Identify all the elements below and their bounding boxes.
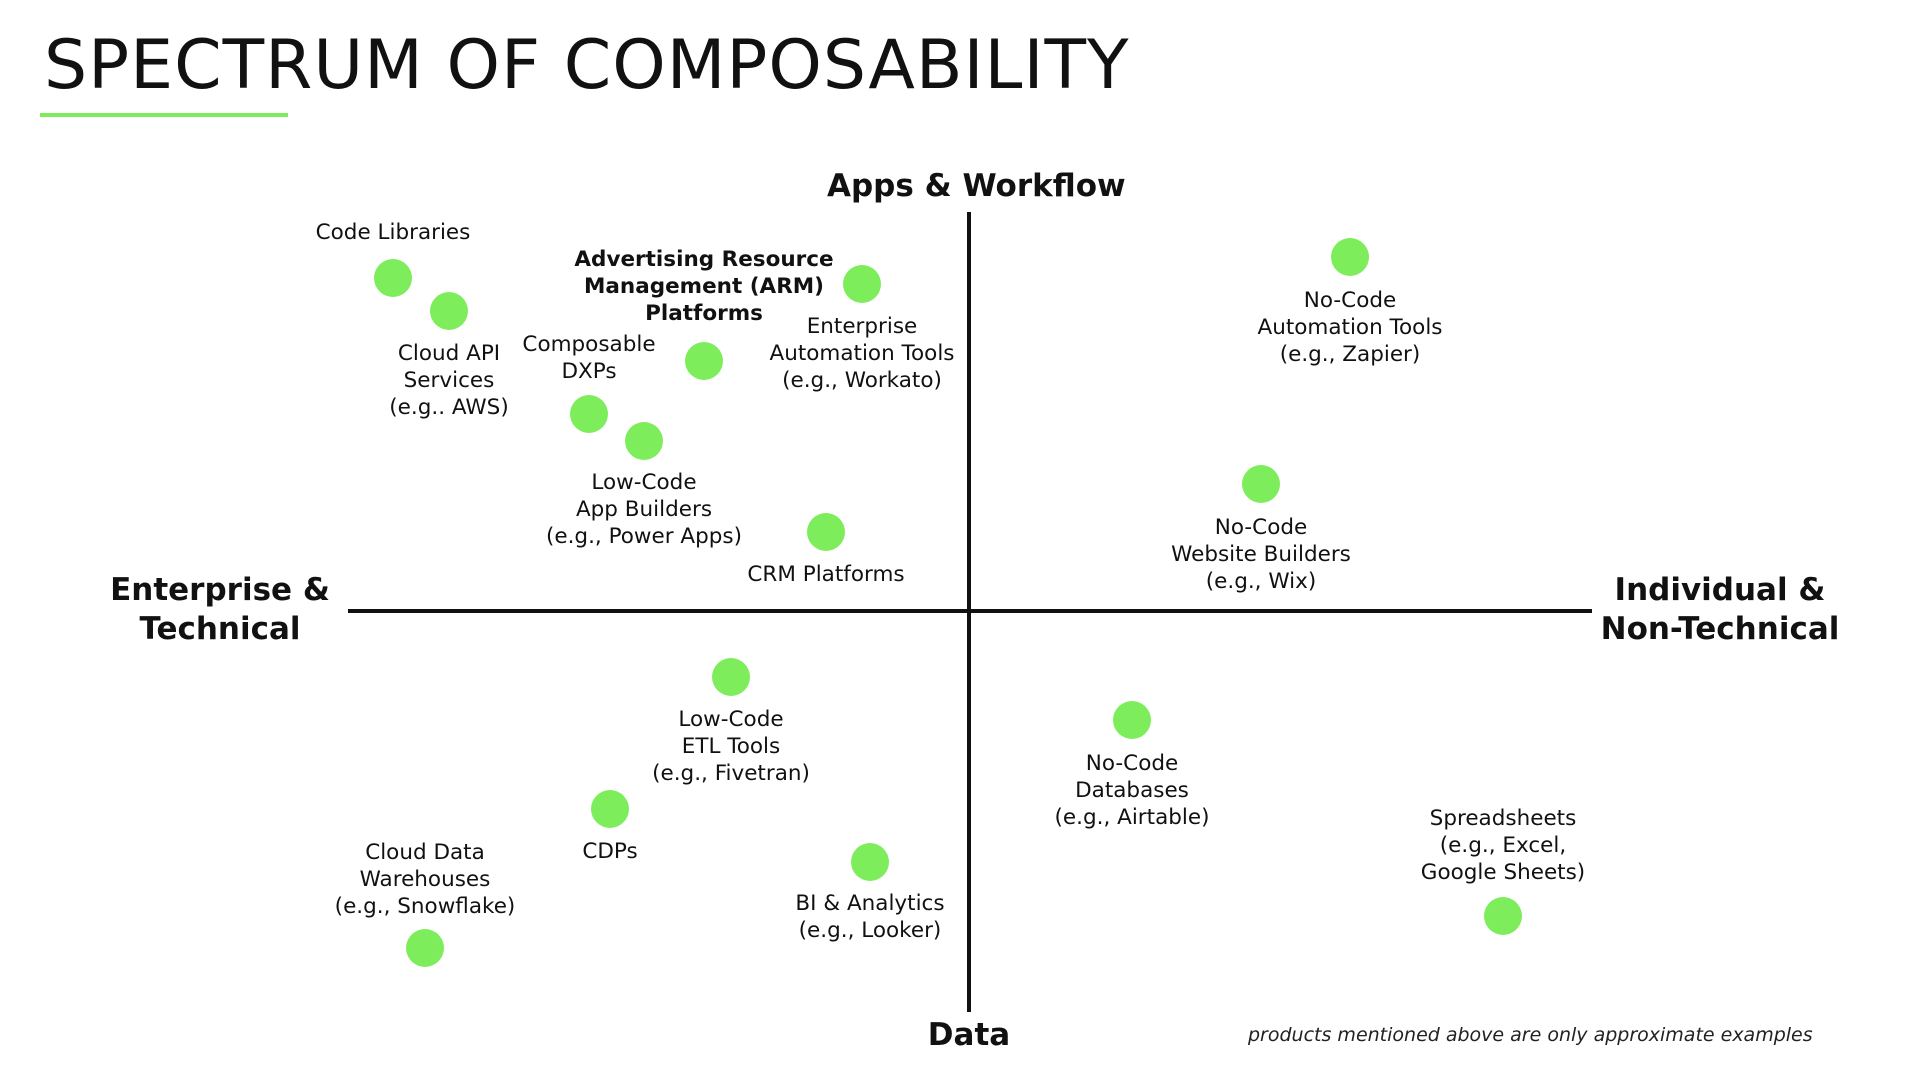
item-label: Cloud Data Warehouses (e.g., Snowflake) [334,840,516,919]
item-dot [570,395,608,433]
axis-label-left: Enterprise & Technical [100,571,340,649]
item-dot [851,843,889,881]
item-dot [1484,897,1522,935]
axis-label-top: Apps & Workflow [827,168,1126,204]
axis-label-left-text: Enterprise & Technical [110,572,330,647]
item-dot [625,422,663,460]
item-label: BI & Analytics (e.g., Looker) [795,891,945,943]
item-label: CRM Platforms [747,562,905,587]
item-label: CDPs [582,839,638,864]
footnote: products mentioned above are only approx… [1248,1024,1813,1046]
axis-label-right: Individual & Non-Technical [1580,571,1860,649]
vertical-axis [967,212,971,1012]
item-dot [843,265,881,303]
item-dot [1242,465,1280,503]
item-dot [374,259,412,297]
item-label: No-Code Databases (e.g., Airtable) [1054,751,1210,830]
item-label: Advertising Resource Management (ARM) Pl… [574,247,834,326]
page-title: SPECTRUM OF COMPOSABILITY [44,26,1130,105]
item-label: No-Code Website Builders (e.g., Wix) [1171,515,1351,594]
item-label: Code Libraries [315,220,471,245]
item-dot [685,342,723,380]
item-dot [1113,701,1151,739]
item-dot [712,658,750,696]
axis-label-bottom: Data [927,1017,1011,1053]
item-dot [1331,238,1369,276]
axis-label-right-text: Individual & Non-Technical [1600,572,1840,647]
item-label: Low-Code App Builders (e.g., Power Apps) [545,470,743,549]
item-dot [591,790,629,828]
item-label: Composable DXPs [522,332,656,384]
item-label: Spreadsheets (e.g., Excel, Google Sheets… [1420,806,1586,885]
item-dot [807,513,845,551]
item-dot [430,292,468,330]
item-label: Enterprise Automation Tools (e.g., Worka… [769,314,955,393]
item-label: Cloud API Services (e.g.. AWS) [389,341,509,420]
item-label: Low-Code ETL Tools (e.g., Fivetran) [652,707,810,786]
item-label: No-Code Automation Tools (e.g., Zapier) [1257,288,1443,367]
title-underline [40,113,288,117]
item-dot [406,929,444,967]
